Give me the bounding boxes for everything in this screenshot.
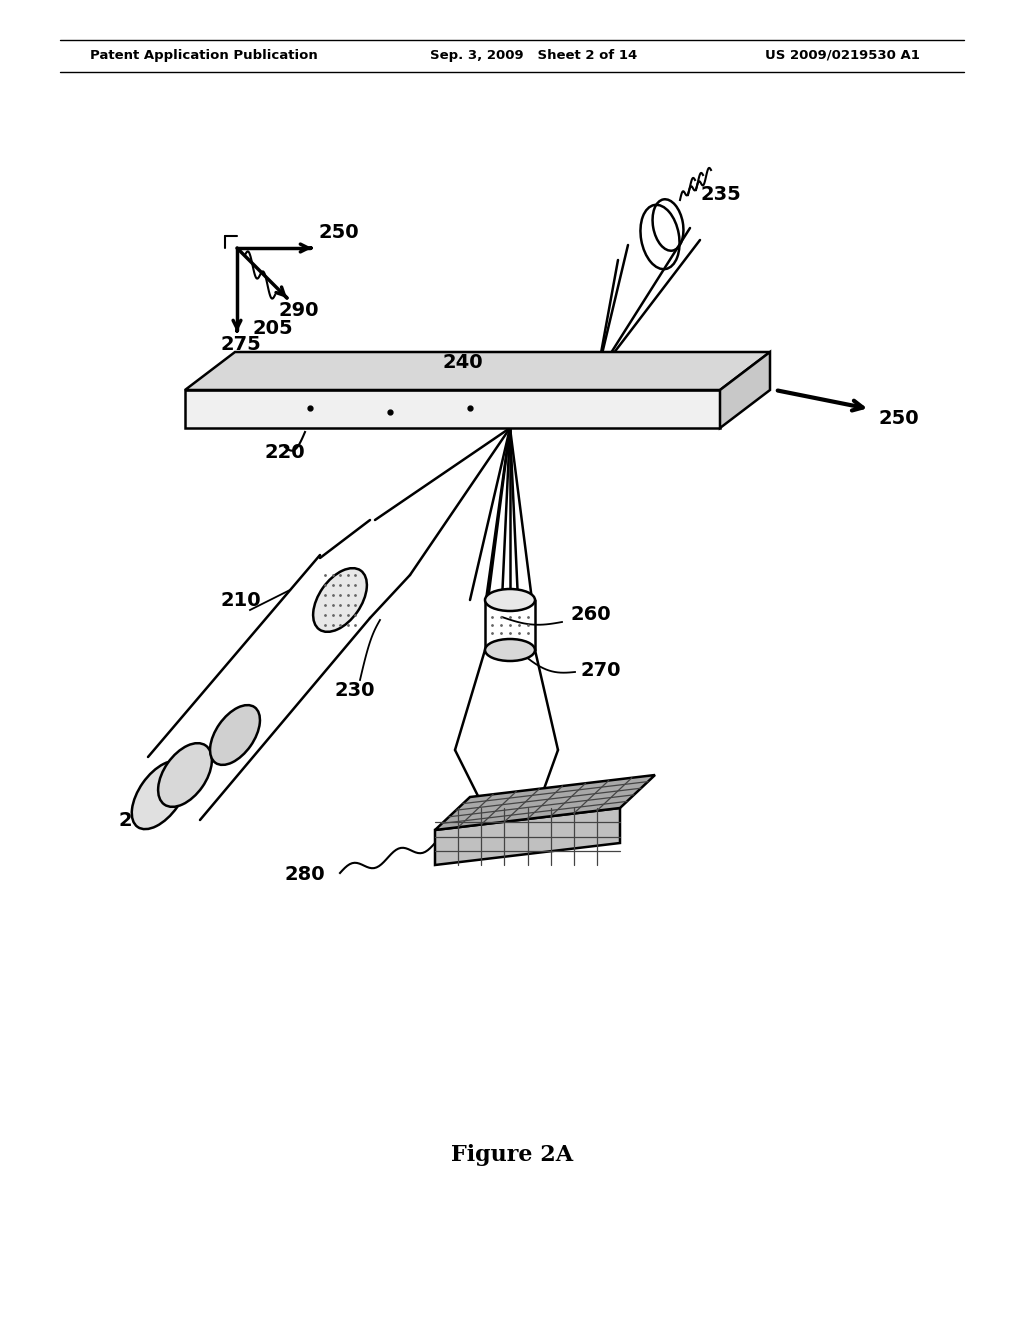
Polygon shape xyxy=(185,389,720,428)
Ellipse shape xyxy=(485,589,535,611)
Text: 210: 210 xyxy=(220,590,261,610)
Ellipse shape xyxy=(485,639,535,661)
Text: 270: 270 xyxy=(580,660,621,680)
Polygon shape xyxy=(720,352,770,428)
Text: 280: 280 xyxy=(285,866,326,884)
Polygon shape xyxy=(185,352,770,389)
Text: 200: 200 xyxy=(118,810,159,829)
Ellipse shape xyxy=(313,568,367,632)
Text: 250: 250 xyxy=(878,409,919,429)
Text: 230: 230 xyxy=(335,681,376,700)
Text: 275: 275 xyxy=(220,335,261,355)
Text: Sep. 3, 2009   Sheet 2 of 14: Sep. 3, 2009 Sheet 2 of 14 xyxy=(430,49,637,62)
Polygon shape xyxy=(435,808,620,865)
Text: Figure 2A: Figure 2A xyxy=(451,1144,573,1166)
Text: 250: 250 xyxy=(318,223,358,242)
Text: US 2009/0219530 A1: US 2009/0219530 A1 xyxy=(765,49,920,62)
Text: 220: 220 xyxy=(265,442,305,462)
Text: 290: 290 xyxy=(278,301,318,319)
Text: Patent Application Publication: Patent Application Publication xyxy=(90,49,317,62)
Ellipse shape xyxy=(210,705,260,764)
Ellipse shape xyxy=(158,743,212,807)
Ellipse shape xyxy=(132,760,188,829)
Polygon shape xyxy=(435,775,655,830)
Text: 260: 260 xyxy=(570,606,610,624)
Text: 205: 205 xyxy=(252,318,293,338)
Text: 235: 235 xyxy=(700,186,740,205)
Text: 240: 240 xyxy=(443,354,483,372)
